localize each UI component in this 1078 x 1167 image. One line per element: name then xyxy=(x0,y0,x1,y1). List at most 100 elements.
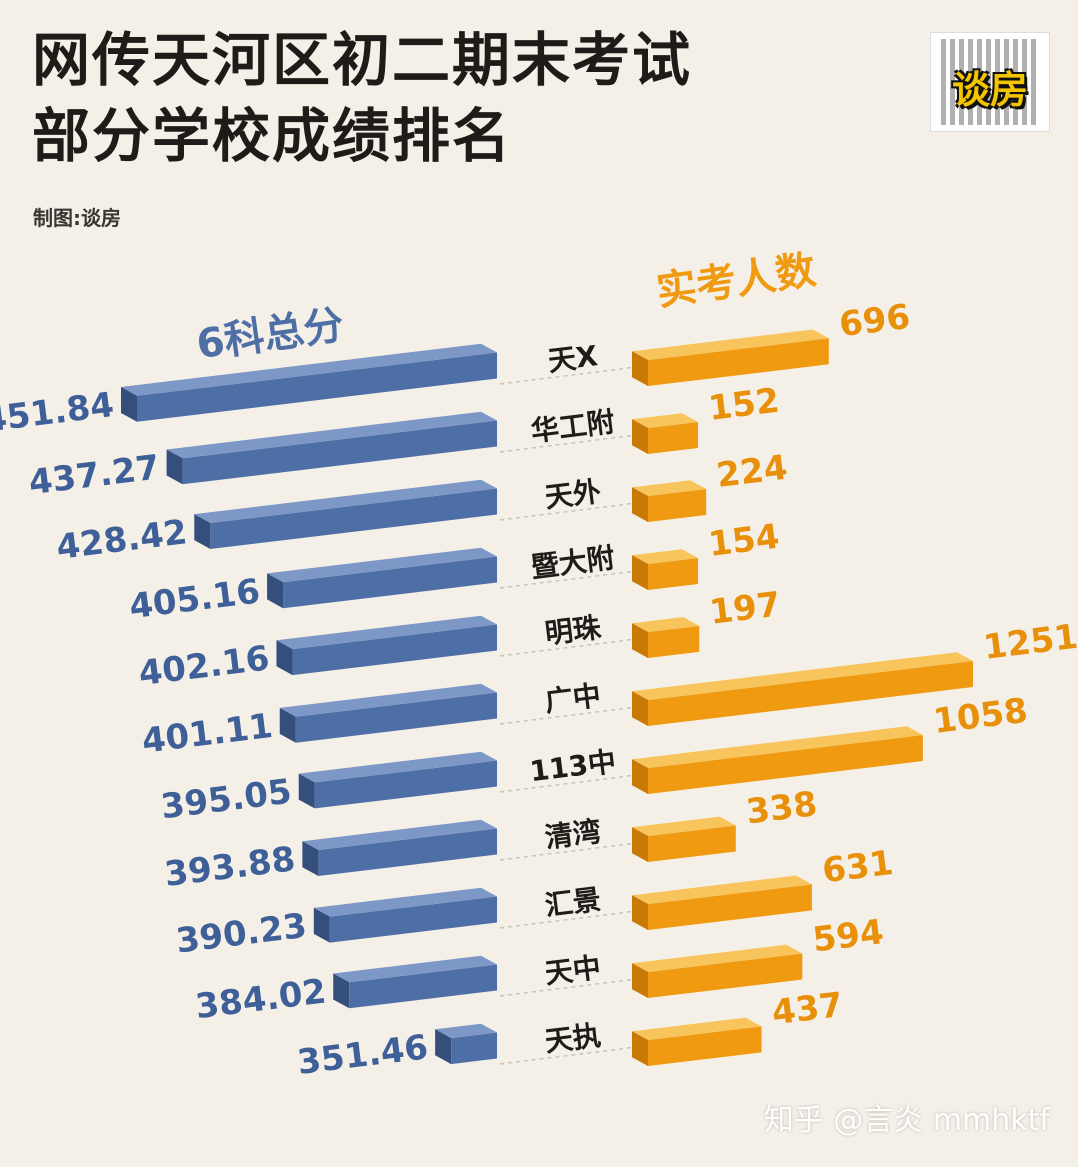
count-bar-4 xyxy=(648,558,698,590)
score-bar-3-top-face xyxy=(194,479,497,523)
count-bar-1-top-face xyxy=(632,329,829,360)
score-bar-1-side-face xyxy=(121,386,137,422)
count-bar-11-side-face xyxy=(632,1031,648,1066)
score-bar-5-side-face xyxy=(276,640,293,676)
score-value-label: 390.23 xyxy=(174,906,309,962)
count-value-label: 154 xyxy=(706,517,781,565)
count-bar-10 xyxy=(648,953,803,998)
count-value-label: 594 xyxy=(811,912,886,960)
count-bar-7-side-face xyxy=(632,759,648,794)
school-name-label: 汇景 xyxy=(543,883,603,923)
score-bar-9-top-face xyxy=(313,887,497,917)
score-value-label: 437.27 xyxy=(27,448,162,504)
count-value-label: 631 xyxy=(820,843,895,891)
row-divider xyxy=(499,499,661,521)
count-bar-6-top-face xyxy=(632,652,973,700)
score-bar-4 xyxy=(283,556,497,609)
score-value-label: 401.11 xyxy=(140,706,275,762)
count-bar-9-side-face xyxy=(632,895,648,930)
score-bar-5 xyxy=(292,624,497,676)
row-divider xyxy=(499,635,661,657)
score-bar-9-side-face xyxy=(313,907,330,943)
school-name-label: 天外 xyxy=(543,475,603,515)
score-value-label: 428.42 xyxy=(54,512,189,568)
score-bar-8 xyxy=(318,828,497,876)
score-bar-6-top-face xyxy=(279,683,497,717)
count-bar-7-top-face xyxy=(632,726,923,768)
score-bar-4-top-face xyxy=(267,547,497,583)
row-divider xyxy=(499,771,661,793)
score-bar-8-top-face xyxy=(302,819,497,850)
score-bar-3 xyxy=(210,488,497,549)
count-bar-6 xyxy=(648,661,973,726)
school-name-label: 华工附 xyxy=(529,405,616,448)
count-bar-8 xyxy=(648,825,736,862)
score-bar-7-top-face xyxy=(298,751,497,783)
count-bar-3-top-face xyxy=(632,480,707,496)
count-bar-8-side-face xyxy=(632,827,648,862)
count-value-label: 197 xyxy=(707,584,782,632)
school-name-label: 明珠 xyxy=(543,611,604,651)
count-bar-4-top-face xyxy=(632,549,698,564)
score-bar-1 xyxy=(137,352,497,422)
chart-credit: 制图:谈房 xyxy=(33,206,121,230)
row-divider xyxy=(499,907,661,929)
count-bar-6-side-face xyxy=(632,691,648,726)
school-name-label: 暨大附 xyxy=(529,541,616,584)
brand-logo: 谈房 xyxy=(930,32,1050,132)
score-value-label: 393.88 xyxy=(162,839,297,895)
count-value-label: 224 xyxy=(714,448,789,496)
score-bar-4-side-face xyxy=(267,573,284,609)
count-bar-11 xyxy=(648,1026,762,1066)
title-line-1: 网传天河区初二期末考试 xyxy=(32,26,693,94)
score-bar-2 xyxy=(182,420,498,485)
score-bar-5-top-face xyxy=(276,615,497,650)
count-bar-4-side-face xyxy=(632,555,648,590)
count-bar-5-side-face xyxy=(632,623,648,658)
row-divider xyxy=(499,975,661,997)
score-bar-8-side-face xyxy=(302,841,319,876)
count-value-label: 437 xyxy=(770,985,845,1033)
score-bar-10 xyxy=(349,964,497,1009)
count-value-label: 338 xyxy=(744,784,819,832)
school-name-label: 清湾 xyxy=(543,815,603,855)
score-bar-10-side-face xyxy=(333,973,350,1009)
count-bar-5-top-face xyxy=(632,617,700,632)
count-bar-2 xyxy=(648,422,698,454)
score-value-label: 395.05 xyxy=(159,772,294,828)
watermark: 知乎 @言炎 mmhktf xyxy=(763,1103,1050,1138)
score-bar-6 xyxy=(295,692,497,743)
score-bar-3-side-face xyxy=(194,514,211,549)
row-divider-lines xyxy=(499,363,661,1065)
count-bars xyxy=(632,329,973,1066)
qr-code-icon xyxy=(941,39,1039,125)
score-bar-10-top-face xyxy=(333,955,497,983)
score-bar-9 xyxy=(329,896,497,943)
school-name-label: 天X xyxy=(546,339,600,378)
count-value-label: 152 xyxy=(706,381,781,429)
count-bar-8-top-face xyxy=(632,816,736,836)
score-bar-2-side-face xyxy=(166,449,183,485)
page-title: 网传天河区初二期末考试 部分学校成绩排名 xyxy=(32,22,692,174)
score-bar-1-top-face xyxy=(121,343,497,396)
count-bar-5 xyxy=(648,625,700,658)
legend-score-series: 6科总分 xyxy=(194,302,347,368)
count-bar-9-top-face xyxy=(632,875,812,904)
row-divider xyxy=(499,431,661,453)
count-bar-9 xyxy=(648,884,812,930)
school-name-label: 广中 xyxy=(543,679,603,719)
count-bar-10-top-face xyxy=(632,944,803,972)
score-value-label: 402.16 xyxy=(136,638,271,694)
count-bar-2-top-face xyxy=(632,413,698,428)
count-bar-7 xyxy=(648,735,923,794)
row-divider xyxy=(499,1043,661,1065)
score-bar-7 xyxy=(314,760,497,809)
score-bars xyxy=(121,343,498,1065)
row-divider xyxy=(499,567,661,589)
school-name-label: 113中 xyxy=(528,745,618,788)
score-bar-11-top-face xyxy=(435,1023,497,1039)
score-bar-7-side-face xyxy=(298,773,315,809)
title-line-2: 部分学校成绩排名 xyxy=(32,102,513,170)
score-value-label: 384.02 xyxy=(193,972,328,1028)
